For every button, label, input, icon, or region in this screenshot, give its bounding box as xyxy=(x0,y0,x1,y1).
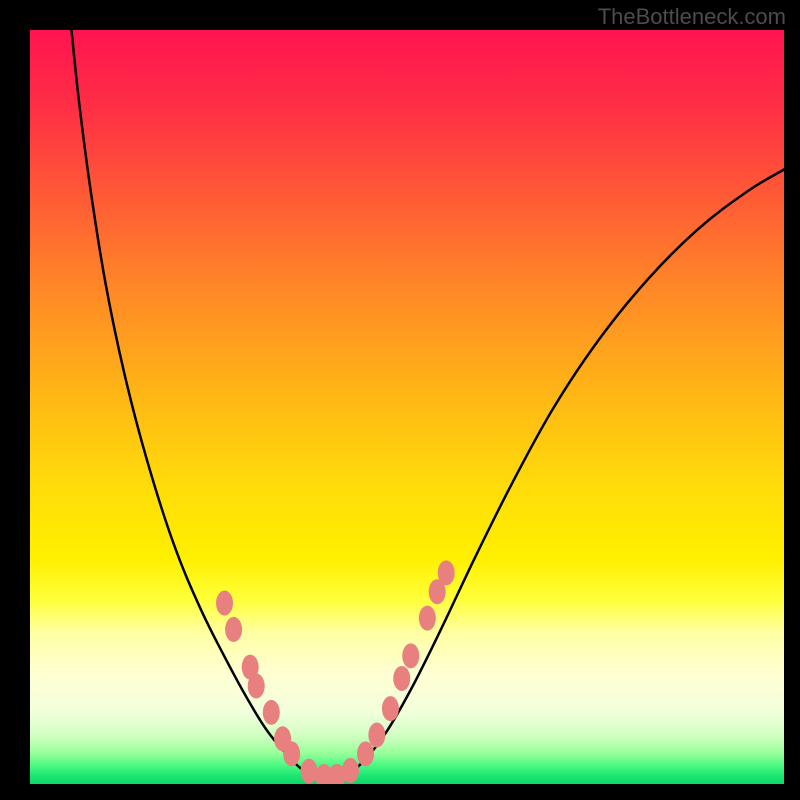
curve-marker xyxy=(283,741,300,766)
curve-marker xyxy=(368,722,385,747)
curve-marker xyxy=(248,673,265,698)
curve-marker xyxy=(357,741,374,766)
curve-marker xyxy=(419,606,436,631)
plot-area xyxy=(30,30,784,784)
curve-marker xyxy=(393,666,410,691)
curve-marker xyxy=(438,560,455,585)
bottleneck-curve xyxy=(71,30,784,780)
curve-marker xyxy=(216,591,233,616)
curve-marker xyxy=(342,758,359,783)
curve-marker xyxy=(402,643,419,668)
watermark-text: TheBottleneck.com xyxy=(598,4,786,30)
curve-marker xyxy=(382,696,399,721)
curve-layer xyxy=(30,30,784,784)
curve-marker xyxy=(225,617,242,642)
curve-marker xyxy=(300,759,317,784)
curve-marker xyxy=(263,700,280,725)
